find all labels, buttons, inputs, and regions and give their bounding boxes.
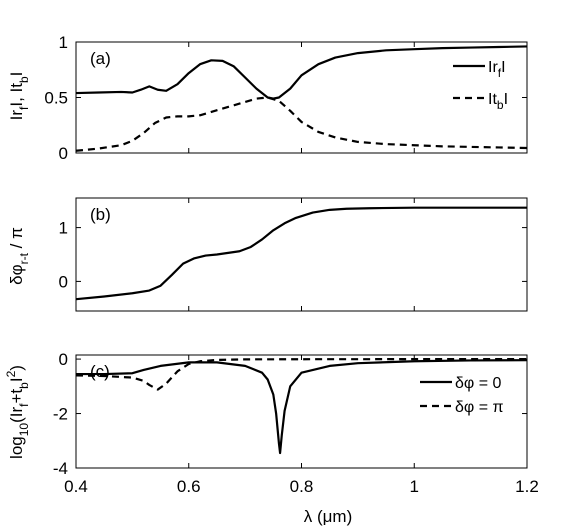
ylabel-a: IrfI, ItbI [7, 72, 31, 121]
series-line-b-0 [75, 206, 527, 301]
ytick-label-b: 0 [59, 272, 68, 291]
ytick-label-c: 0 [59, 350, 68, 369]
legend-c-label-0: δφ = 0 [455, 375, 502, 392]
panel-b: 0 1 (b) [59, 197, 528, 312]
series-line-c-1 [75, 358, 527, 391]
ytick-label-c: -2 [53, 405, 68, 424]
ytick-label-c: -4 [53, 459, 68, 478]
xtick-label: 1.2 [515, 477, 539, 496]
panel-label-a: (a) [90, 49, 111, 68]
legend-a-label-rf: IrfI [488, 59, 506, 80]
xtick-label: 0.4 [64, 477, 88, 496]
series-line-a-0 [75, 45, 528, 100]
series-line-c-0 [76, 359, 528, 455]
xlabel: λ (μm) [304, 507, 353, 526]
panel-label-c: (c) [90, 362, 110, 381]
legend-a-label-tb: ItbI [488, 91, 508, 112]
panel-c: -4 -2 0 0.4 0.6 0.8 1 1.2 (c) [53, 350, 539, 496]
panel-label-b: (b) [90, 205, 111, 224]
ylabel-c: log10(Irf+tbI2) [4, 365, 31, 459]
axes-frame-b [75, 197, 528, 312]
series-line-a-1 [75, 96, 528, 152]
ytick-label-a: 0 [59, 144, 68, 163]
xtick-label: 0.6 [177, 477, 201, 496]
ytick-label-b: 1 [59, 219, 68, 238]
legend-c-label-1: δφ = π [455, 399, 504, 416]
ylabel-b: δφr-t / π [7, 227, 31, 285]
panel-a: 0 0.5 1 (a) [44, 33, 528, 163]
ytick-label-a: 0.5 [44, 89, 68, 108]
ytick-label-a: 1 [59, 33, 68, 52]
xtick-label: 0.8 [290, 477, 314, 496]
legend-a: IrfI ItbI [453, 59, 508, 112]
xtick-label: 1 [410, 477, 419, 496]
legend-c: δφ = 0 δφ = π [420, 375, 504, 416]
